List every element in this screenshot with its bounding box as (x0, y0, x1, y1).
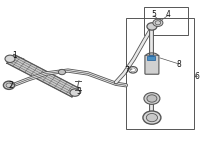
Circle shape (146, 113, 158, 122)
Text: 6: 6 (194, 72, 199, 81)
Circle shape (5, 55, 15, 62)
Text: 5: 5 (151, 10, 156, 19)
Circle shape (144, 93, 160, 104)
Circle shape (153, 19, 163, 26)
Circle shape (58, 69, 66, 75)
FancyBboxPatch shape (145, 55, 159, 74)
Circle shape (3, 81, 15, 89)
Text: 4: 4 (165, 10, 170, 19)
Text: 8: 8 (177, 60, 181, 69)
Text: 2: 2 (9, 81, 13, 91)
Circle shape (70, 89, 80, 96)
Bar (126, 18, 194, 129)
Text: 3: 3 (77, 87, 81, 96)
Circle shape (143, 111, 161, 124)
Text: 7: 7 (124, 66, 129, 75)
Polygon shape (7, 54, 79, 97)
Bar (144, 7, 188, 35)
Circle shape (147, 23, 157, 30)
Bar (147, 56, 155, 60)
Circle shape (147, 95, 157, 102)
Bar (149, 55, 153, 56)
Text: 1: 1 (13, 51, 17, 60)
